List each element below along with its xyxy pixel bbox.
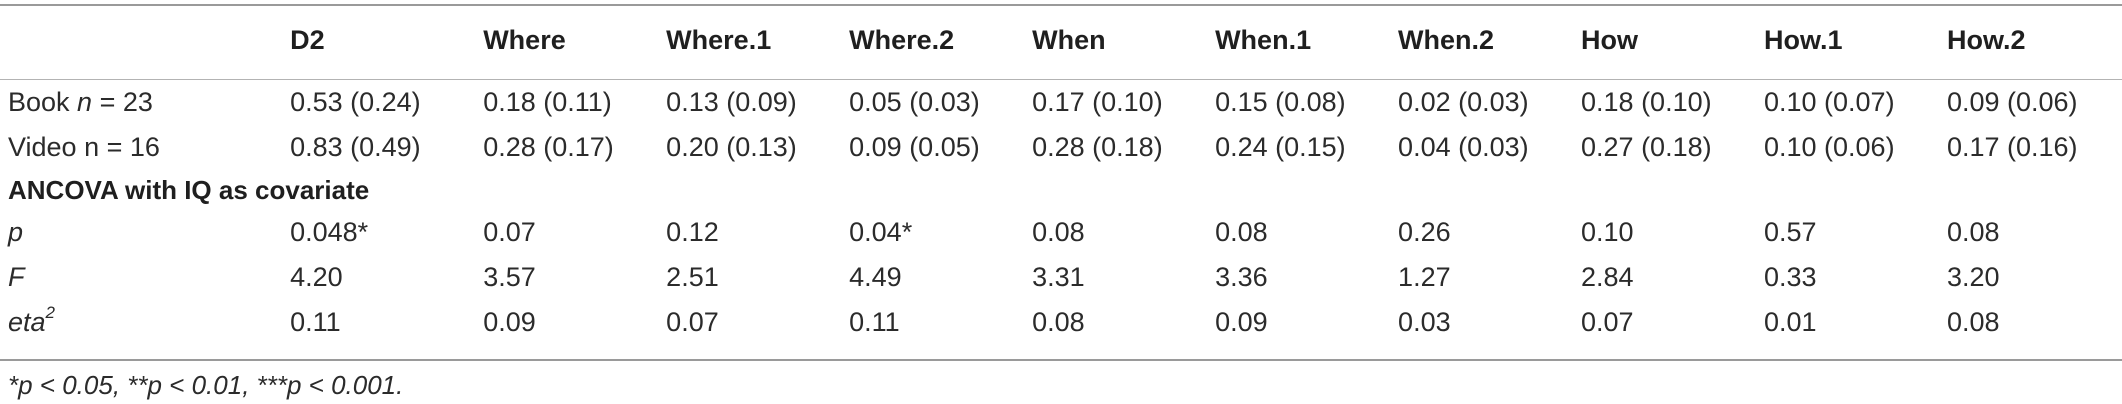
table-row: eta2 0.11 0.09 0.07 0.11 0.08 0.09 0.03 … [0,300,2122,345]
table-cell: 0.57 [1763,217,1817,247]
table-cell: 0.08 [1946,217,2000,247]
table-cell: 3.20 [1946,262,2000,292]
column-header [0,0,282,80]
table-row: Video n = 16 0.83 (0.49) 0.28 (0.17) 0.2… [0,125,2122,170]
column-header: Where [483,24,566,55]
table-cell: 0.33 [1763,262,1817,292]
table-cell: 0.09 [483,307,536,337]
table-cell: 0.05 (0.03) [849,87,980,117]
table-cell: 0.53 (0.24) [290,87,421,117]
row-label-eta: eta2 [8,303,56,337]
table-cell: 0.10 (0.06) [1763,132,1895,162]
column-header: Where.2 [849,24,955,55]
table-cell: 0.08 [1946,307,2000,337]
table-cell: 4.20 [290,262,343,292]
table-cell: 3.31 [1032,262,1085,292]
section-row: ANCOVA with IQ as covariate [0,170,2122,210]
table-cell: 0.08 [1032,307,1085,337]
table-cell: 0.27 (0.18) [1581,132,1712,162]
column-header: How.1 [1763,24,1843,55]
table-cell: 0.04* [849,217,913,247]
table-cell: 0.11 [849,307,900,337]
table-cell: 0.15 (0.08) [1215,87,1346,117]
column-header: When [1032,24,1106,55]
table-row: Book n = 23 0.53 (0.24) 0.18 (0.11) 0.13… [0,80,2122,125]
table-cell: 0.08 [1032,217,1085,247]
results-table: D2 Where Where.1 Where.2 When When.1 Whe… [0,0,2122,345]
column-header: D2 [290,24,325,55]
table-cell: 0.24 (0.15) [1215,132,1346,162]
column-header: When.2 [1398,24,1495,55]
table-cell: 0.20 (0.13) [666,132,797,162]
table-row: p 0.048* 0.07 0.12 0.04* 0.08 0.08 0.26 … [0,210,2122,255]
table-cell: 0.08 [1215,217,1268,247]
table-top-rule [0,4,2122,6]
row-label-video: Video n = 16 [8,132,160,162]
table-cell: 0.07 [1581,307,1634,337]
table-cell: 0.13 (0.09) [666,87,797,117]
column-header: How [1581,24,1639,55]
table-cell: 1.27 [1398,262,1451,292]
section-heading: ANCOVA with IQ as covariate [8,174,370,205]
row-label-book: Book n = 23 [8,87,153,117]
table-cell: 0.09 (0.06) [1946,87,2078,117]
column-header: Where.1 [666,24,772,55]
table-cell: 0.18 (0.11) [483,87,612,117]
table-cell: 0.10 [1581,217,1634,247]
table-cell: 0.048* [290,217,369,247]
table-cell: 0.28 (0.17) [483,132,614,162]
table-cell: 0.11 [290,307,341,337]
table-row: F 4.20 3.57 2.51 4.49 3.31 3.36 1.27 2.8… [0,255,2122,300]
table-cell: 0.09 (0.05) [849,132,980,162]
column-header: How.2 [1946,24,2026,55]
row-label-f: F [8,262,25,292]
table-header-rule [0,79,2122,80]
table-cell: 0.07 [666,307,719,337]
table-cell: 0.26 [1398,217,1451,247]
table-footnote: *p < 0.05, **p < 0.01, ***p < 0.001. [8,370,404,400]
table-cell: 0.02 (0.03) [1398,87,1529,117]
row-label-p: p [8,217,24,247]
table-cell: 3.36 [1215,262,1268,292]
table-cell: 2.51 [666,262,719,292]
table-cell: 0.07 [483,217,536,247]
table-cell: 3.57 [483,262,536,292]
table-cell: 0.10 (0.07) [1763,87,1895,117]
table-cell: 0.03 [1398,307,1451,337]
table-cell: 0.17 (0.10) [1032,87,1163,117]
table-bottom-rule [0,359,2122,361]
column-header: When.1 [1215,24,1312,55]
table-cell: 0.18 (0.10) [1581,87,1712,117]
table-cell: 0.04 (0.03) [1398,132,1529,162]
table-cell: 0.09 [1215,307,1268,337]
table-cell: 0.83 (0.49) [290,132,421,162]
header-row: D2 Where Where.1 Where.2 When When.1 Whe… [0,0,2122,80]
table-cell: 2.84 [1581,262,1634,292]
table-cell: 0.28 (0.18) [1032,132,1163,162]
table-cell: 0.12 [666,217,719,247]
table-cell: 4.49 [849,262,902,292]
table-cell: 0.01 [1763,307,1817,337]
table-cell: 0.17 (0.16) [1946,132,2078,162]
